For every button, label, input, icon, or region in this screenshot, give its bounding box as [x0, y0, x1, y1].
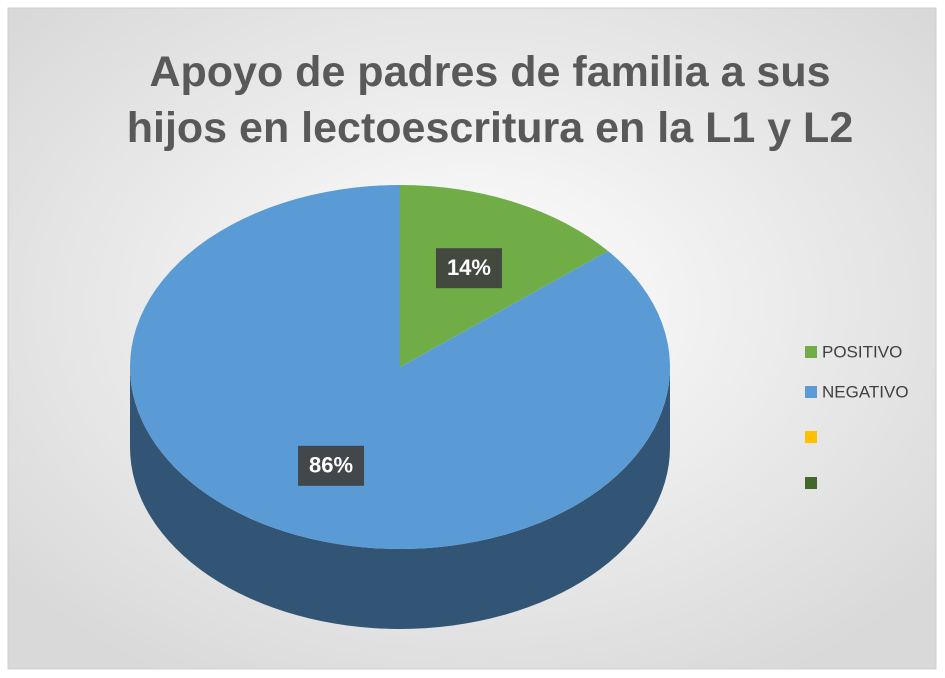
- legend-swatch: [805, 431, 817, 443]
- legend-swatch: [805, 346, 817, 358]
- legend-label: POSITIVO: [822, 342, 902, 361]
- data-label-box: [298, 445, 365, 486]
- legend-swatch: [805, 477, 817, 489]
- data-label: 14%: [447, 255, 491, 280]
- pie-side: [130, 367, 670, 629]
- data-label-box: [435, 248, 502, 289]
- data-label: 86%: [309, 453, 353, 478]
- pie-slice: [129, 185, 670, 549]
- pie-slice: [400, 185, 609, 367]
- chart-title: Apoyo de padres de familia a sus hijos en…: [127, 48, 854, 152]
- legend-swatch: [805, 386, 817, 398]
- legend-label: NEGATIVO: [822, 382, 909, 401]
